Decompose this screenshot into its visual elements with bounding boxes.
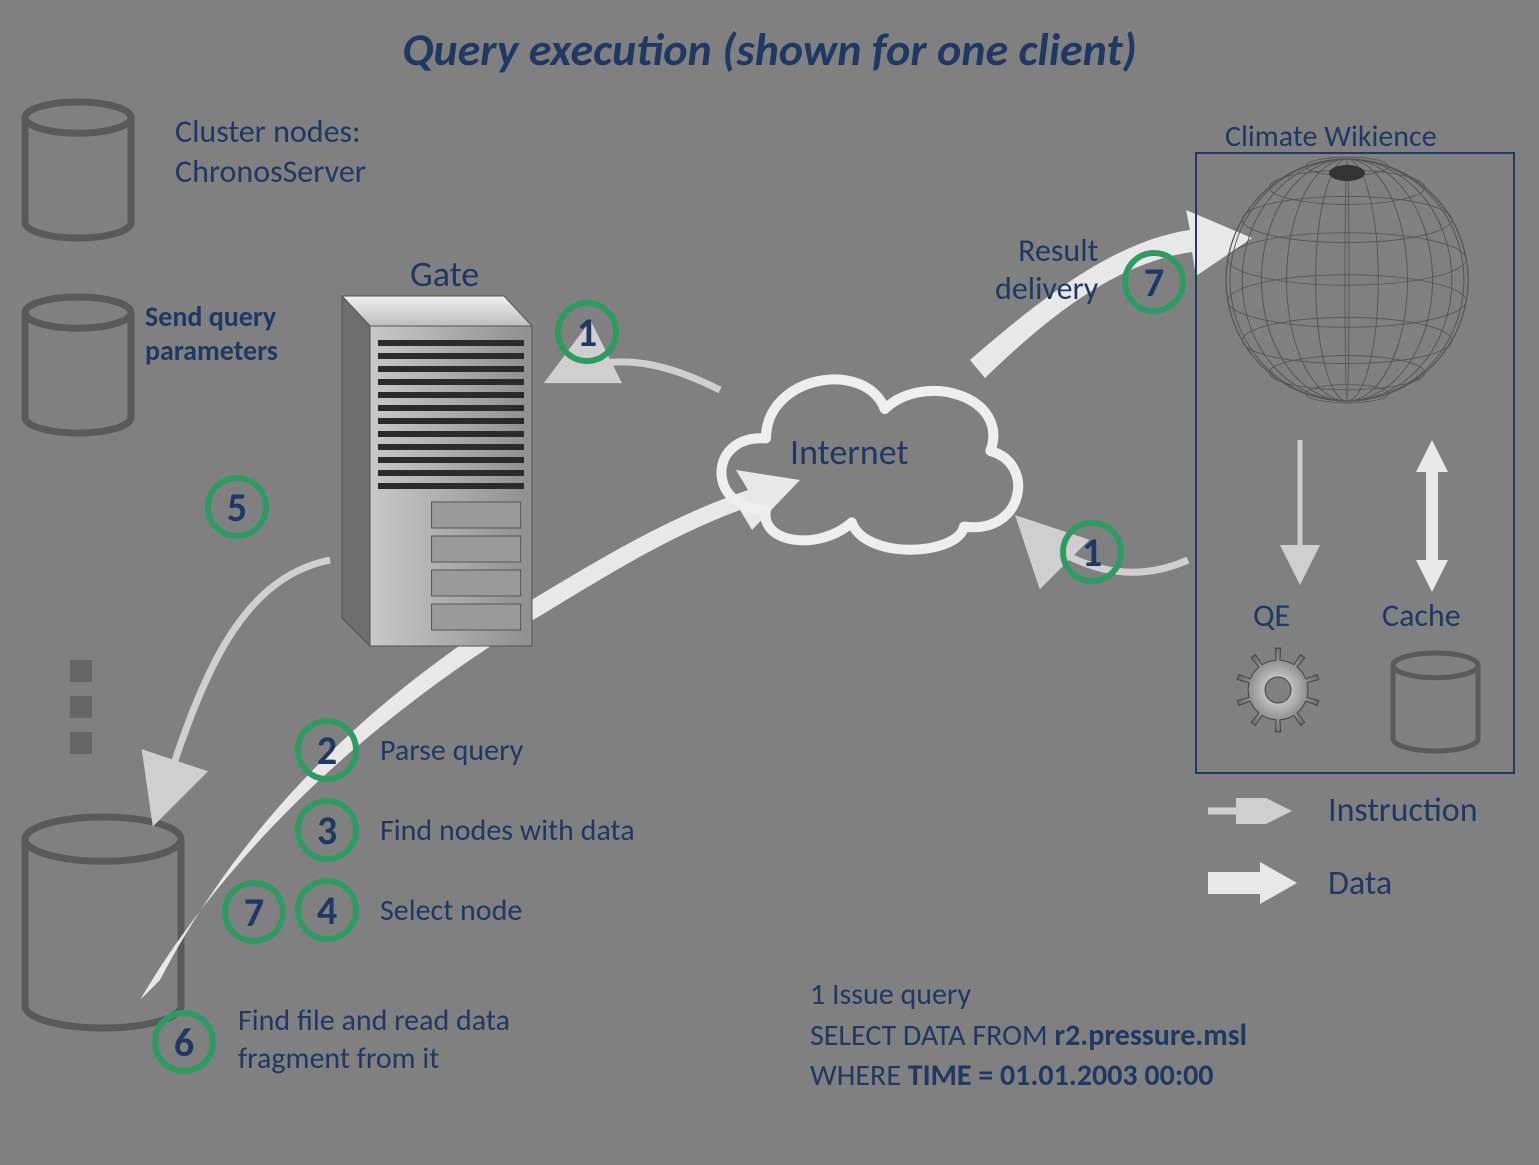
climate-wikience-label: Climate Wikience: [1225, 118, 1437, 155]
legend-data-label: Data: [1328, 863, 1392, 904]
instruction-arrow-icon: [1205, 798, 1300, 824]
send-query-label: Send query parameters: [145, 300, 278, 367]
step-2-text: Parse query: [380, 732, 523, 769]
qe-label: QE: [1253, 596, 1290, 635]
step-4-badge: 4: [295, 878, 359, 942]
internet-label: Internet: [790, 430, 908, 474]
legend-instruction-label: Instruction: [1328, 790, 1478, 831]
step-3-text: Find nodes with data: [380, 812, 635, 849]
step-3-badge: 3: [295, 798, 359, 862]
example-query: 1 Issue query SELECT DATA FROM r2.pressu…: [810, 975, 1247, 1097]
step-7b-badge: 7: [1122, 250, 1186, 314]
step-7a-badge: 7: [222, 880, 286, 944]
step-6-badge: 6: [152, 1010, 216, 1074]
step-6-text: Find file and read data fragment from it: [238, 1002, 510, 1077]
step-1a-badge: 1: [555, 300, 619, 364]
gate-label: Gate: [410, 252, 479, 296]
cache-label: Cache: [1382, 596, 1461, 635]
legend-data: Data: [1205, 860, 1392, 906]
result-delivery-label: Result delivery: [995, 232, 1098, 309]
step-2-badge: 2: [295, 718, 359, 782]
legend-instruction: Instruction: [1205, 790, 1478, 831]
cluster-nodes-label: Cluster nodes: ChronosServer: [175, 112, 366, 192]
step-5-badge: 5: [205, 475, 269, 539]
diagram-canvas: Query execution (shown for one client): [0, 0, 1539, 1165]
step-1b-badge: 1: [1060, 520, 1124, 584]
step-4-text: Select node: [380, 892, 522, 929]
data-arrow-icon: [1205, 860, 1300, 906]
